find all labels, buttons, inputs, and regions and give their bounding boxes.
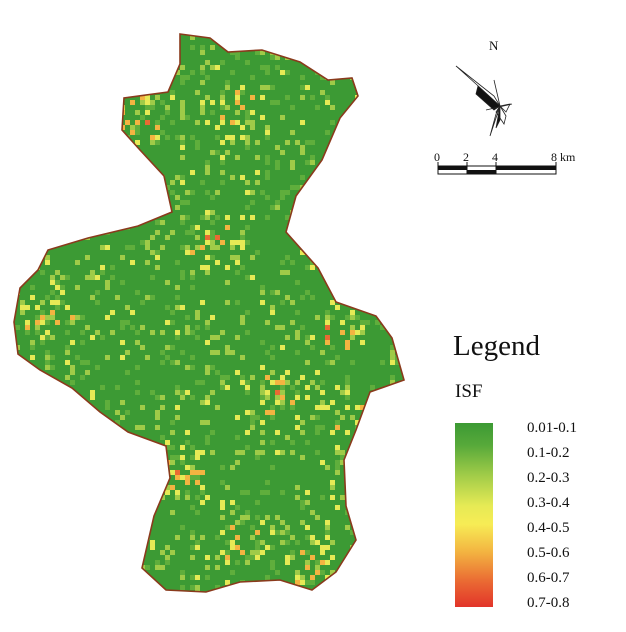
scale-tick-8km: 8 km xyxy=(551,150,576,164)
study-area-boundary xyxy=(13,33,405,593)
legend-color-ramp xyxy=(455,423,493,607)
legend-class-label: 0.5-0.6 xyxy=(527,545,570,561)
legend-title: Legend xyxy=(453,330,540,362)
scale-tick-4: 4 xyxy=(492,150,498,164)
legend-class-label: 0.7-0.8 xyxy=(527,595,570,611)
legend-subtitle: ISF xyxy=(455,381,483,402)
scale-bar xyxy=(437,162,557,175)
scale-tick-2: 2 xyxy=(463,150,469,164)
scale-tick-0: 0 xyxy=(434,150,440,164)
legend-class-label: 0.2-0.3 xyxy=(527,470,570,486)
north-label: N xyxy=(489,38,499,53)
legend-class-label: 0.4-0.5 xyxy=(527,520,570,536)
legend-class-label: 0.1-0.2 xyxy=(527,445,570,461)
legend-class-label: 0.3-0.4 xyxy=(527,495,570,511)
north-arrow-icon xyxy=(455,65,513,137)
legend-class-label: 0.6-0.7 xyxy=(527,570,570,586)
legend-class-label: 0.01-0.1 xyxy=(527,420,577,436)
